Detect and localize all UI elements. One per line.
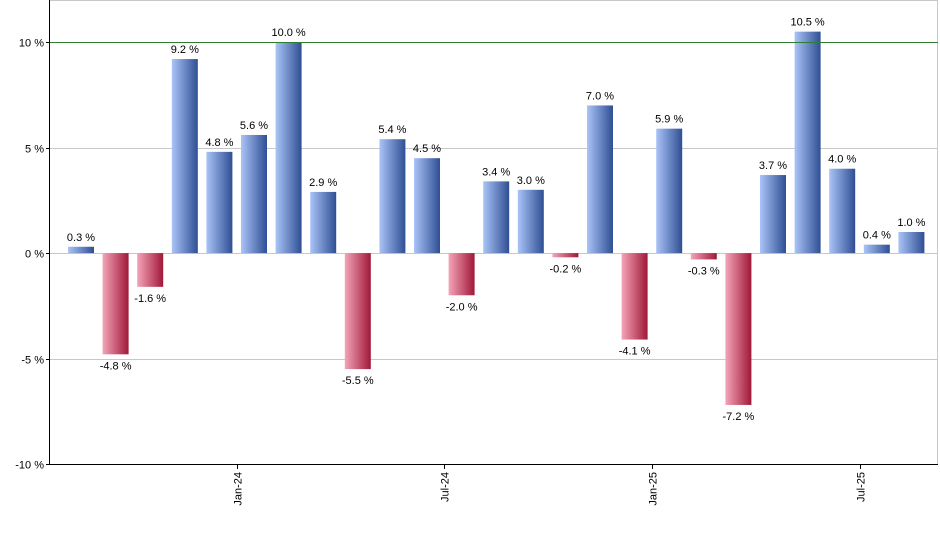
x-tick-label-1: Jul-24 [440, 472, 452, 502]
y-tick-label-4: -10 % [15, 460, 44, 472]
y-tick-label-3: -5 % [21, 355, 44, 367]
bar-1 [102, 253, 129, 355]
bar-22 [829, 168, 856, 254]
data-label-24: 1.0 % [897, 217, 925, 229]
bar-13 [517, 189, 544, 254]
bar-21 [794, 31, 821, 254]
bar-23 [863, 244, 890, 254]
bar-14 [552, 253, 579, 258]
data-label-21: 10.5 % [790, 17, 824, 29]
y-tick-label-0: 10 % [19, 38, 44, 50]
data-label-12: 3.4 % [482, 166, 510, 178]
axis-layer: 10 % 5 % 0 % -5 % -10 % Jan-24 Jul-24 Jan-25 Jul… [15, 0, 938, 506]
data-label-0: 0.3 % [67, 232, 95, 244]
data-label-5: 5.6 % [240, 120, 268, 132]
bar-24 [898, 232, 925, 254]
bar-10 [414, 158, 440, 254]
x-tick-label-0: Jan-24 [233, 472, 245, 506]
data-label-3: 9.2 % [171, 44, 199, 56]
x-tick-label-3: Jul-25 [856, 472, 868, 502]
bar-18 [690, 253, 717, 260]
bar-11 [448, 253, 475, 296]
bar-12 [483, 181, 510, 254]
bar-7 [310, 191, 337, 254]
data-label-9: 5.4 % [378, 124, 406, 136]
bar-20 [760, 175, 786, 254]
data-label-11: -2.0 % [446, 301, 478, 313]
x-tick-label-2: Jan-25 [648, 472, 660, 506]
bar-15 [587, 105, 613, 254]
bar-6 [275, 42, 302, 254]
bar-16 [621, 253, 648, 340]
bar-2 [137, 253, 164, 287]
y-tick-label-1: 5 % [25, 144, 44, 156]
bar-layer [68, 31, 925, 405]
data-label-15: 7.0 % [586, 90, 614, 102]
data-label-16: -4.1 % [619, 346, 651, 358]
data-label-19: -7.2 % [723, 411, 755, 423]
data-label-22: 4.0 % [828, 154, 856, 166]
bar-19 [725, 253, 752, 405]
data-label-17: 5.9 % [655, 114, 683, 126]
bar-5 [241, 134, 267, 254]
data-label-7: 2.9 % [309, 177, 337, 189]
data-label-1: -4.8 % [100, 360, 132, 372]
bar-9 [379, 139, 406, 254]
data-label-20: 3.7 % [759, 160, 787, 172]
data-label-18: -0.3 % [688, 265, 720, 277]
bar-3 [171, 59, 198, 254]
bar-0 [68, 246, 94, 254]
y-tick-label-2: 0 % [25, 249, 44, 261]
data-label-6: 10.0 % [271, 27, 305, 39]
bar-17 [656, 128, 683, 254]
data-label-4: 4.8 % [205, 137, 233, 149]
data-label-2: -1.6 % [134, 293, 166, 305]
data-label-8: -5.5 % [342, 375, 374, 387]
data-label-10: 4.5 % [413, 143, 441, 155]
bar-8 [344, 253, 371, 370]
data-label-13: 3.0 % [517, 175, 545, 187]
data-label-23: 0.4 % [863, 230, 891, 242]
bar-4 [206, 151, 233, 254]
label-layer: 0.3 % -4.8 % -1.6 % 9.2 % 4.8 % 5.6 % 10.0 % 2.… [67, 17, 926, 423]
data-label-14: -0.2 % [550, 263, 582, 275]
